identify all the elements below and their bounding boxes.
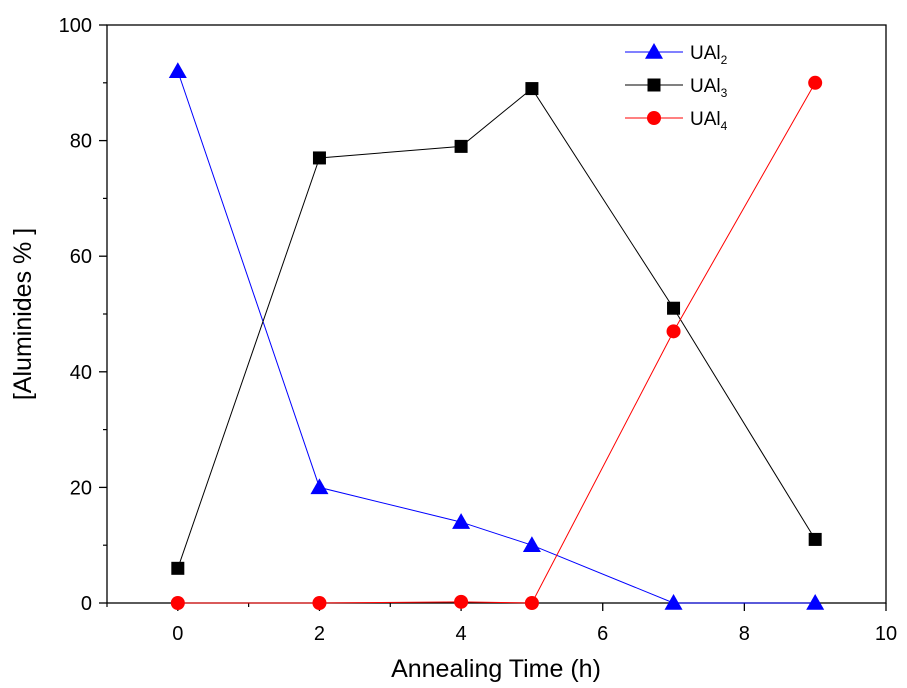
data-point: [525, 82, 539, 96]
legend-label: UAl4: [690, 109, 728, 133]
legend-label-subscript: 2: [721, 53, 728, 67]
y-tick-label: 20: [70, 477, 92, 499]
legend-item: UAl3: [625, 76, 728, 100]
plot-frame: [106, 24, 887, 604]
data-point: [454, 139, 468, 153]
data-point: [171, 561, 185, 575]
series-triangle: [168, 62, 825, 610]
y-axis-label: [Aluminides % ]: [9, 228, 37, 400]
data-point: [454, 594, 469, 609]
legend-marker: [647, 111, 661, 125]
data-point: [522, 536, 541, 552]
data-point: [312, 596, 327, 610]
x-tick-label: 4: [456, 623, 467, 645]
y-tick-label: 60: [70, 246, 92, 268]
legend-label-subscript: 3: [721, 86, 728, 100]
x-tick-label: 2: [314, 623, 325, 645]
y-tick-label: 40: [70, 362, 92, 384]
y-tick-label: 80: [70, 131, 92, 153]
series-circle: [170, 75, 823, 610]
data-point: [170, 596, 185, 610]
data-point: [664, 594, 683, 610]
x-axis-ticks: 0 2 4 6 8 10: [106, 603, 897, 645]
data-point: [667, 301, 681, 315]
data-point: [806, 594, 825, 610]
x-tick-label: 8: [739, 623, 750, 645]
legend-marker: [647, 78, 661, 92]
series-line: [177, 87, 816, 569]
legend-label: UAl3: [690, 76, 728, 100]
y-tick-label: 0: [81, 593, 92, 615]
x-tick-label: 6: [597, 623, 608, 645]
series-line: [177, 82, 816, 604]
data-point: [310, 478, 329, 495]
data-point: [808, 75, 823, 90]
data-point: [168, 62, 187, 78]
y-axis-ticks: 0 20 40 60 80 100: [59, 15, 107, 615]
plot-series: [168, 62, 825, 610]
legend-label-subscript: 4: [721, 119, 728, 133]
series-square: [171, 82, 822, 575]
data-point: [666, 324, 681, 339]
legend-item: UAl2: [625, 43, 728, 67]
x-axis-label: Annealing Time (h): [391, 655, 601, 683]
series-line: [177, 71, 816, 604]
data-point: [312, 151, 326, 165]
legend-item: UAl4: [625, 109, 728, 133]
data-point: [524, 596, 539, 610]
legend-marker: [645, 43, 663, 59]
data-point: [452, 513, 471, 529]
legend: UAl2 UAl3 UAl4: [625, 43, 728, 133]
legend-label: UAl2: [690, 43, 728, 67]
data-point: [808, 532, 822, 546]
x-tick-label: 10: [875, 623, 897, 645]
x-tick-label: 0: [172, 623, 183, 645]
y-tick-label: 100: [59, 15, 92, 37]
